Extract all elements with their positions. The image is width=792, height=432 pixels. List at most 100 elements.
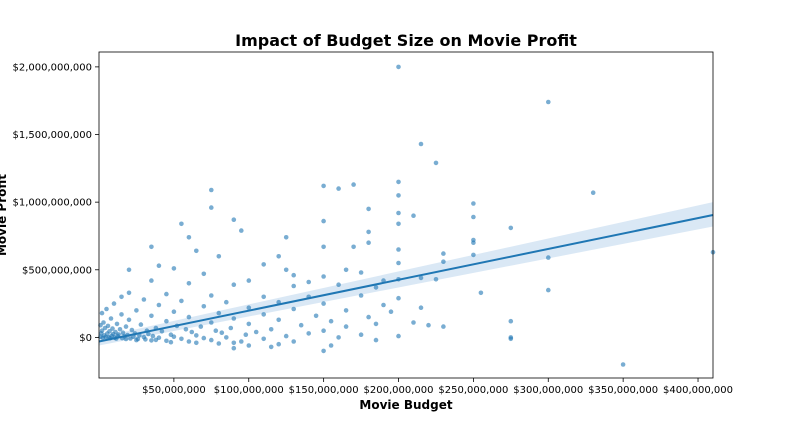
data-point xyxy=(306,331,312,336)
data-point xyxy=(276,317,282,323)
x-tick-label: $50,000,000 xyxy=(142,385,206,396)
data-point xyxy=(134,308,139,313)
data-point xyxy=(246,343,252,348)
data-point xyxy=(201,271,207,277)
data-point xyxy=(149,313,154,319)
data-point xyxy=(156,263,162,269)
data-point xyxy=(231,340,237,346)
x-tick-label: $100,000,000 xyxy=(214,385,284,396)
data-point xyxy=(119,312,124,317)
data-point xyxy=(471,214,476,220)
x-tick-label: $400,000,000 xyxy=(663,385,733,396)
data-point xyxy=(159,329,165,334)
data-point xyxy=(194,340,199,346)
data-point xyxy=(149,244,154,250)
data-point xyxy=(276,341,282,347)
data-point xyxy=(231,345,237,351)
data-point xyxy=(189,329,195,335)
data-point xyxy=(111,301,117,306)
data-point xyxy=(102,325,108,331)
data-point xyxy=(321,183,326,189)
data-point xyxy=(478,290,484,296)
data-point xyxy=(306,279,312,285)
data-point xyxy=(358,270,364,275)
data-point xyxy=(261,312,267,317)
data-point xyxy=(321,348,326,354)
data-point xyxy=(396,260,401,266)
data-point xyxy=(283,333,289,339)
data-point xyxy=(134,337,139,343)
data-point xyxy=(239,339,244,344)
data-point xyxy=(268,327,274,332)
data-point xyxy=(246,321,252,327)
data-point xyxy=(336,282,341,288)
data-point xyxy=(411,320,416,325)
data-point xyxy=(298,322,304,328)
data-point xyxy=(396,221,401,227)
data-point xyxy=(366,206,371,212)
data-point xyxy=(396,210,401,216)
x-tick-label: $150,000,000 xyxy=(289,385,359,396)
data-point xyxy=(183,327,189,332)
data-point xyxy=(441,324,446,329)
data-point xyxy=(171,334,177,340)
data-point xyxy=(108,316,114,321)
y-tick-label: $500,000,000 xyxy=(22,265,92,276)
data-point xyxy=(119,294,124,300)
data-point xyxy=(351,244,356,250)
data-point xyxy=(209,187,214,193)
x-axis-ticks: $50,000,000 $100,000,000 $150,000,000 $200,… xyxy=(142,378,733,396)
data-point xyxy=(418,141,424,147)
chart-title: Impact of Budget Size on Movie Profit xyxy=(235,31,577,50)
data-point xyxy=(343,324,349,329)
data-point xyxy=(186,281,192,286)
data-point xyxy=(373,285,379,290)
data-point xyxy=(321,274,326,279)
data-point xyxy=(219,330,225,336)
data-point xyxy=(201,304,207,309)
data-point xyxy=(117,327,123,332)
data-point xyxy=(179,298,184,304)
plot-area xyxy=(98,64,716,367)
data-point xyxy=(268,344,274,350)
data-point xyxy=(243,332,249,338)
data-point xyxy=(164,291,169,297)
data-point xyxy=(138,322,144,327)
data-point xyxy=(426,322,431,328)
data-point xyxy=(546,99,551,105)
data-point xyxy=(253,329,259,335)
data-point xyxy=(171,309,177,315)
data-point xyxy=(149,278,154,283)
data-point xyxy=(224,335,229,340)
data-point xyxy=(471,252,476,258)
data-point xyxy=(143,337,148,342)
data-point xyxy=(101,320,106,325)
data-point xyxy=(291,306,297,312)
data-point xyxy=(261,336,267,342)
data-point xyxy=(358,332,364,338)
data-point xyxy=(441,251,446,256)
data-point xyxy=(396,193,401,198)
data-point xyxy=(209,205,214,210)
data-point xyxy=(321,328,326,334)
data-point xyxy=(149,338,154,343)
data-point xyxy=(321,301,326,306)
data-point xyxy=(291,339,297,344)
data-point xyxy=(471,240,476,245)
data-point xyxy=(194,333,199,338)
data-point xyxy=(100,335,105,341)
data-point xyxy=(186,339,192,344)
x-tick-label: $300,000,000 xyxy=(513,385,583,396)
data-point xyxy=(129,327,135,333)
data-point xyxy=(261,294,267,300)
data-point xyxy=(373,337,379,343)
data-point xyxy=(179,221,184,227)
data-point xyxy=(396,247,401,252)
data-point xyxy=(433,277,439,282)
data-point xyxy=(239,228,244,233)
data-point xyxy=(128,336,133,341)
data-point xyxy=(291,283,297,289)
data-point xyxy=(396,333,401,339)
data-point xyxy=(209,337,214,343)
